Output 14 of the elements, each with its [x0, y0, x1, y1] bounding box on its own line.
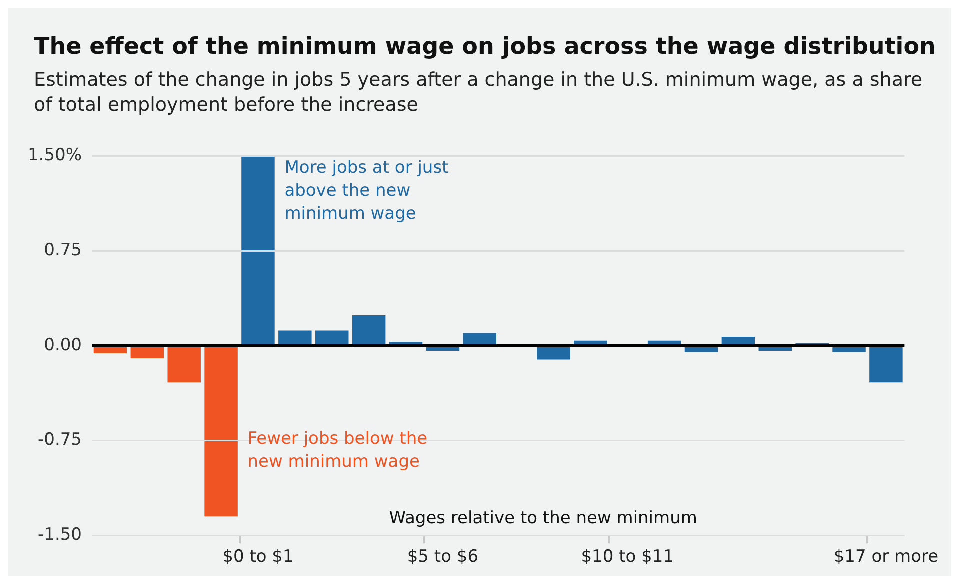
y-tick-label: 1.50%: [28, 146, 82, 166]
x-tick-label: $10 to $11: [581, 547, 674, 568]
x-tick-label: $5 to $6: [407, 547, 478, 568]
x-tick-label: $17 or more: [834, 547, 939, 568]
x-axis-title: Wages relative to the new minimum: [389, 508, 698, 529]
annotation: Fewer jobs below the new minimum wage: [248, 429, 428, 472]
annotation: More jobs at or just above the new minimum wage: [284, 158, 450, 224]
y-tick-label: -0.75: [38, 430, 82, 450]
chart-subtitle: Estimates of the change in jobs 5 years after a change in the U.S. minimum wage, as a share of total employment before the increase: [34, 68, 924, 118]
y-tick-label: 0.00: [44, 335, 82, 356]
y-tick-label: -1.50: [38, 525, 82, 546]
y-tick-label: 0.75: [44, 240, 82, 260]
chart-title: The effect of the minimum wage on jobs across the wage distribution: [34, 34, 937, 60]
x-tick-label: $0 to $1: [222, 547, 294, 568]
